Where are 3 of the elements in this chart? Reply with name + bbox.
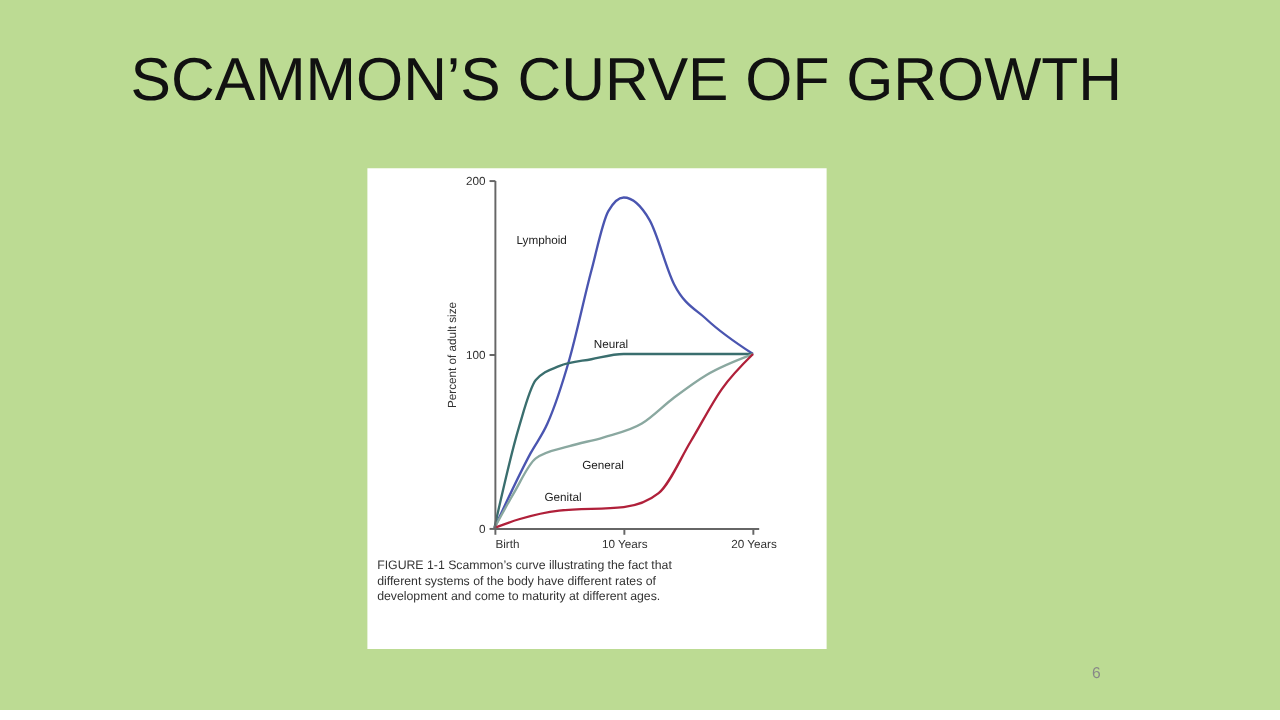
line-series bbox=[493, 352, 755, 530]
chart-title: SCAMMON’S CURVE OF GROWTH bbox=[130, 47, 1123, 114]
text: 6 bbox=[1091, 664, 1101, 683]
